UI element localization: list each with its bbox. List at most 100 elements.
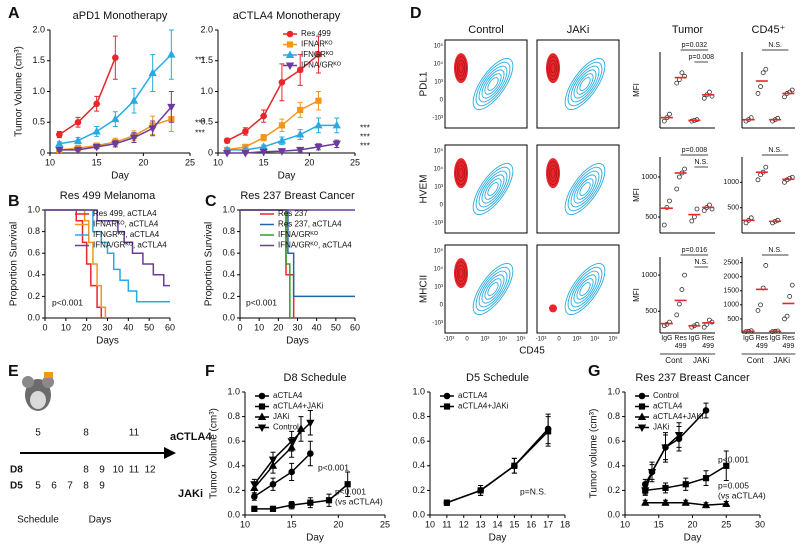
y-axis-label: Tumor Volume (cm³) [14,46,25,137]
contour-line [573,69,597,99]
x-tick-label: 0 [237,322,242,332]
y-tick-label: 1000 [723,302,739,309]
marker [511,462,518,469]
marker [296,130,305,138]
contour-line [455,56,467,80]
contour-line [455,261,467,285]
x-tick-label: 40 [123,322,133,332]
marker [73,146,83,155]
x-tick-label: Res 499 [674,335,687,350]
contour-line [564,263,606,315]
contour-line [547,56,559,80]
dot [676,174,682,180]
dot [755,91,761,96]
marker [167,50,176,58]
contour-line [456,264,466,282]
x-tick-label: 11 [442,519,451,529]
dot [775,217,781,223]
marker [92,143,101,152]
contour-line [573,174,597,204]
y-tick-label: 0.5 [200,117,213,127]
dot [661,118,667,124]
category-box: IgG [769,335,780,342]
marker [306,419,315,428]
category-box: Res 499 [674,335,687,350]
x-tick-label: 15 [287,519,297,529]
treatment-day: 5 [35,428,41,439]
series-line [58,57,117,136]
dot [682,272,687,278]
marker [443,403,451,410]
dot [691,214,697,220]
group-label: JAKi [774,356,791,365]
series-line [254,483,349,510]
marker [286,30,294,38]
legend-label: IFNA/GRᴷᴼ [301,61,341,70]
y-tick-label: 0.2 [607,485,620,495]
y-tick-label: 0.2 [27,291,40,301]
marker [332,140,341,149]
marker [307,450,314,457]
annotation: p=N.S. [520,486,546,496]
y-tick-label: 500 [727,205,739,212]
x-tick-label: 60 [350,322,360,332]
legend-label: Control [653,391,679,400]
category-box: IgG [743,335,754,342]
flow-panel [444,144,528,234]
y-axis-label: Tumor volume (cm³) [589,409,600,499]
x-tick-label: 30 [102,322,112,332]
x-tick-label: 17 [543,519,553,529]
dot [689,218,695,224]
x-tick-label: 25 [350,157,360,167]
dot [674,186,680,192]
x-tick-label: 20 [138,157,148,167]
survival-curve [45,209,170,287]
marker [674,432,684,440]
x-tick-label: IgG [661,335,673,342]
chart-title: aPD1 Monotherapy [73,10,168,22]
x-tick-label: 20 [82,322,92,332]
legend-label: JAKi [273,412,290,421]
y-tick-label: 0.0 [412,509,425,519]
marker [258,403,266,410]
contour-line [570,270,600,308]
panel-letter: C [205,193,217,210]
y-tick-label: 1500 [723,288,739,295]
marker [296,146,305,155]
dot [667,111,672,117]
mouse-icon [22,372,54,411]
y-tick-label: 0.0 [607,509,620,519]
dot [701,95,707,101]
contour-line [458,268,464,278]
marker [661,498,670,506]
marker [288,502,295,509]
marker [112,54,119,61]
contour-line [576,178,594,200]
legend-label: aCTLA4+JAKi [653,412,704,421]
annotation: *** [360,131,371,141]
y-tick-label: 0.8 [412,411,425,421]
chart-title: Res 499 Melanoma [60,190,156,202]
marker [443,499,450,506]
marker [702,475,710,482]
dot [763,263,769,268]
marker [297,106,304,114]
dot [782,316,787,322]
group-label: Cont [747,356,765,365]
marker [55,146,64,155]
marker [638,403,646,410]
x-tick-label: 10⁴ [498,336,508,343]
x-tick-label: 20 [333,519,343,529]
dot [758,302,763,308]
category-box: IgG [689,335,700,342]
y-tick-label: 0.4 [222,269,235,279]
x-tick-label: 15 [92,157,102,167]
marker [257,424,267,433]
contour-line [579,182,591,196]
y-axis-label: MFI [632,83,641,97]
legend-label: Control [273,423,299,432]
dot [694,206,700,212]
y-tick-label: 0 [40,147,45,157]
series-line [253,428,302,489]
marker [74,118,82,126]
